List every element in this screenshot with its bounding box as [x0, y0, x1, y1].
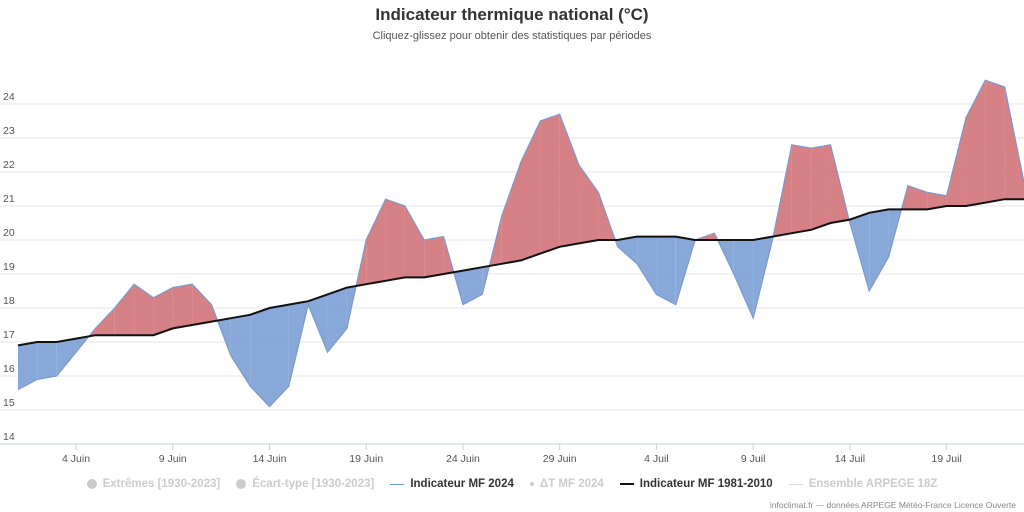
- anomaly-below: [869, 209, 889, 291]
- y-tick-label: 16: [3, 363, 15, 375]
- x-tick-label: 14 Juil: [835, 453, 865, 465]
- anomaly-below: [230, 314, 251, 387]
- x-tick-label: 19 Juil: [931, 453, 961, 465]
- credits[interactable]: infoclimat.fr — données ARPEGE Météo-Fra…: [769, 500, 1016, 510]
- anomaly-above: [134, 284, 154, 336]
- anomaly-above: [172, 284, 193, 329]
- y-tick-label: 21: [3, 193, 15, 205]
- chart-legend: Extrêmes [1930-2023] Écart-type [1930-20…: [0, 478, 1024, 490]
- y-tick-label: 18: [3, 295, 15, 307]
- legend-item-arpege[interactable]: Ensemble ARPEGE 18Z: [788, 478, 938, 490]
- anomaly-above: [1004, 87, 1024, 200]
- legend-symbol-mf-normal-icon: [619, 483, 634, 485]
- x-tick-label: 14 Juin: [253, 453, 287, 465]
- legend-symbol-mf-2024-icon: [390, 483, 405, 485]
- anomaly-above: [965, 80, 986, 206]
- y-tick-label: 22: [3, 159, 15, 171]
- anomaly-below: [733, 240, 754, 319]
- anomaly-above: [559, 114, 580, 247]
- y-tick-label: 19: [3, 261, 15, 273]
- legend-item-mf-normal[interactable]: Indicateur MF 1981-2010: [619, 478, 773, 490]
- anomaly-above: [811, 144, 831, 230]
- y-tick-label: 20: [3, 227, 15, 239]
- legend-symbol-arpege-icon: [788, 483, 803, 485]
- anomaly-above: [985, 80, 1005, 203]
- anomaly-below: [37, 342, 57, 380]
- anomaly-above: [907, 185, 928, 210]
- y-tick-label: 24: [3, 91, 15, 103]
- legend-item-extremes[interactable]: Extrêmes [1930-2023]: [86, 478, 221, 490]
- legend-label-mf-normal: Indicateur MF 1981-2010: [639, 478, 773, 490]
- anomaly-above: [540, 114, 560, 254]
- anomaly-above: [385, 199, 405, 281]
- anomaly-above: [153, 287, 173, 336]
- anomaly-below: [56, 338, 77, 376]
- y-tick-label: 14: [3, 431, 15, 443]
- anomaly-below: [250, 308, 270, 407]
- anomaly-below: [327, 287, 347, 353]
- anomaly-above: [927, 192, 947, 210]
- anomaly-below: [656, 236, 676, 305]
- legend-label-arpege: Ensemble ARPEGE 18Z: [808, 478, 938, 490]
- anomaly-below: [617, 236, 638, 264]
- anomaly-above: [404, 206, 425, 278]
- anomaly-above: [192, 284, 212, 325]
- series-line-mf-1981-2010: [17, 198, 1024, 347]
- anomaly-below: [308, 294, 328, 353]
- y-tick-label: 15: [3, 397, 15, 409]
- legend-item-mf-2024[interactable]: Indicateur MF 2024: [390, 478, 514, 490]
- legend-label-extremes: Extrêmes [1930-2023]: [102, 478, 221, 490]
- x-tick-label: 19 Juin: [349, 453, 383, 465]
- series-line-mf-2024: [17, 79, 1024, 408]
- x-tick-label: 29 Juin: [543, 453, 577, 465]
- chart-subtitle: Cliquez-glissez pour obtenir des statist…: [372, 30, 652, 42]
- anomaly-above: [95, 308, 115, 336]
- legend-symbol-delta-t-icon: [529, 482, 534, 486]
- y-tick-label: 23: [3, 125, 15, 137]
- y-tick-label: 17: [3, 329, 15, 341]
- anomaly-above: [114, 284, 135, 336]
- x-tick-label: 4 Juil: [644, 453, 669, 465]
- x-tick-label: 4 Juin: [62, 453, 90, 465]
- x-tick-label: 24 Juin: [446, 453, 480, 465]
- anomaly-above: [366, 199, 386, 285]
- anomaly-below: [18, 342, 38, 390]
- anomaly-above: [791, 144, 812, 234]
- anomaly-below: [637, 236, 657, 295]
- anomaly-above: [521, 121, 541, 261]
- x-tick-label: 9 Juil: [741, 453, 766, 465]
- anomaly-below: [462, 267, 483, 305]
- anomaly-above: [424, 236, 444, 278]
- anomaly-below: [849, 212, 870, 291]
- legend-symbol-extremes-icon: [86, 479, 97, 489]
- chart-title: Indicateur thermique national (°C): [375, 5, 649, 24]
- anomaly-above: [501, 161, 521, 264]
- legend-label-std-dev: Écart-type [1930-2023]: [252, 478, 375, 490]
- legend-label-delta-t: ΔT MF 2024: [539, 478, 604, 490]
- x-tick-label: 9 Juin: [159, 453, 187, 465]
- anomaly-below: [269, 304, 289, 407]
- legend-symbol-std-dev-icon: [236, 479, 247, 489]
- anomaly-above: [579, 165, 599, 244]
- legend-item-delta-t[interactable]: ΔT MF 2024: [529, 478, 604, 490]
- legend-label-mf-2024: Indicateur MF 2024: [410, 478, 514, 490]
- legend-item-std-dev[interactable]: Écart-type [1930-2023]: [236, 478, 374, 490]
